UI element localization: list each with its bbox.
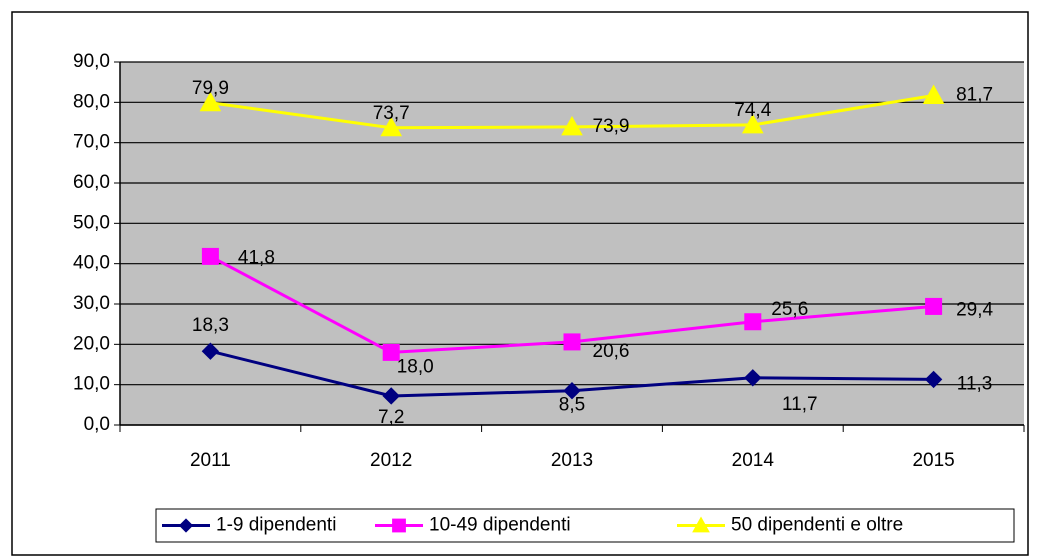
x-tick-label: 2013 (551, 450, 593, 471)
legend-label: 1-9 dipendenti (216, 515, 336, 536)
marker (199, 91, 222, 112)
marker (201, 342, 220, 360)
marker (561, 115, 583, 136)
legend-label: 50 dipendenti e oltre (731, 515, 903, 536)
data-label: 73,9 (593, 116, 630, 137)
legend-label: 10-49 dipendenti (429, 515, 571, 536)
marker (741, 113, 764, 134)
x-tick-label: 2015 (912, 450, 954, 471)
marker (744, 313, 762, 331)
data-label: 18,0 (397, 356, 434, 377)
data-label: 73,7 (373, 103, 410, 124)
marker (924, 370, 943, 389)
marker (382, 343, 400, 361)
marker (925, 297, 943, 315)
x-tick-label: 2014 (732, 450, 775, 471)
x-tick-label: 2011 (190, 450, 231, 471)
data-label: 11,3 (957, 373, 993, 394)
marker (382, 387, 400, 405)
marker (563, 382, 581, 400)
data-label: 29,4 (956, 299, 993, 320)
data-label: 20,6 (593, 341, 630, 362)
y-tick-label: 30,0 (73, 293, 110, 314)
marker (744, 369, 762, 387)
y-tick-label: 20,0 (73, 333, 110, 354)
data-label: 81,7 (956, 84, 993, 105)
data-label: 11,7 (782, 394, 818, 415)
marker (392, 518, 406, 533)
data-label: 8,5 (559, 395, 585, 416)
y-tick-label: 0,0 (84, 414, 110, 435)
data-label: 18,3 (192, 315, 229, 336)
x-tick-label: 2012 (370, 450, 412, 471)
y-tick-label: 10,0 (73, 374, 110, 395)
data-label: 25,6 (771, 299, 808, 320)
y-tick-label: 70,0 (73, 132, 110, 153)
data-label: 79,9 (192, 78, 229, 99)
marker (692, 516, 710, 533)
legend-box (155, 508, 1015, 543)
marker (922, 84, 945, 104)
y-tick-label: 60,0 (73, 172, 110, 193)
data-label: 41,8 (238, 247, 275, 268)
data-label: 7,2 (378, 407, 404, 428)
y-tick-label: 50,0 (73, 212, 110, 233)
y-tick-label: 90,0 (73, 51, 110, 72)
y-tick-label: 80,0 (73, 91, 110, 112)
marker (563, 333, 581, 351)
marker (178, 518, 194, 533)
marker (201, 247, 219, 265)
y-tick-label: 40,0 (73, 253, 110, 274)
data-label: 74,4 (734, 100, 771, 121)
marker (380, 116, 403, 137)
